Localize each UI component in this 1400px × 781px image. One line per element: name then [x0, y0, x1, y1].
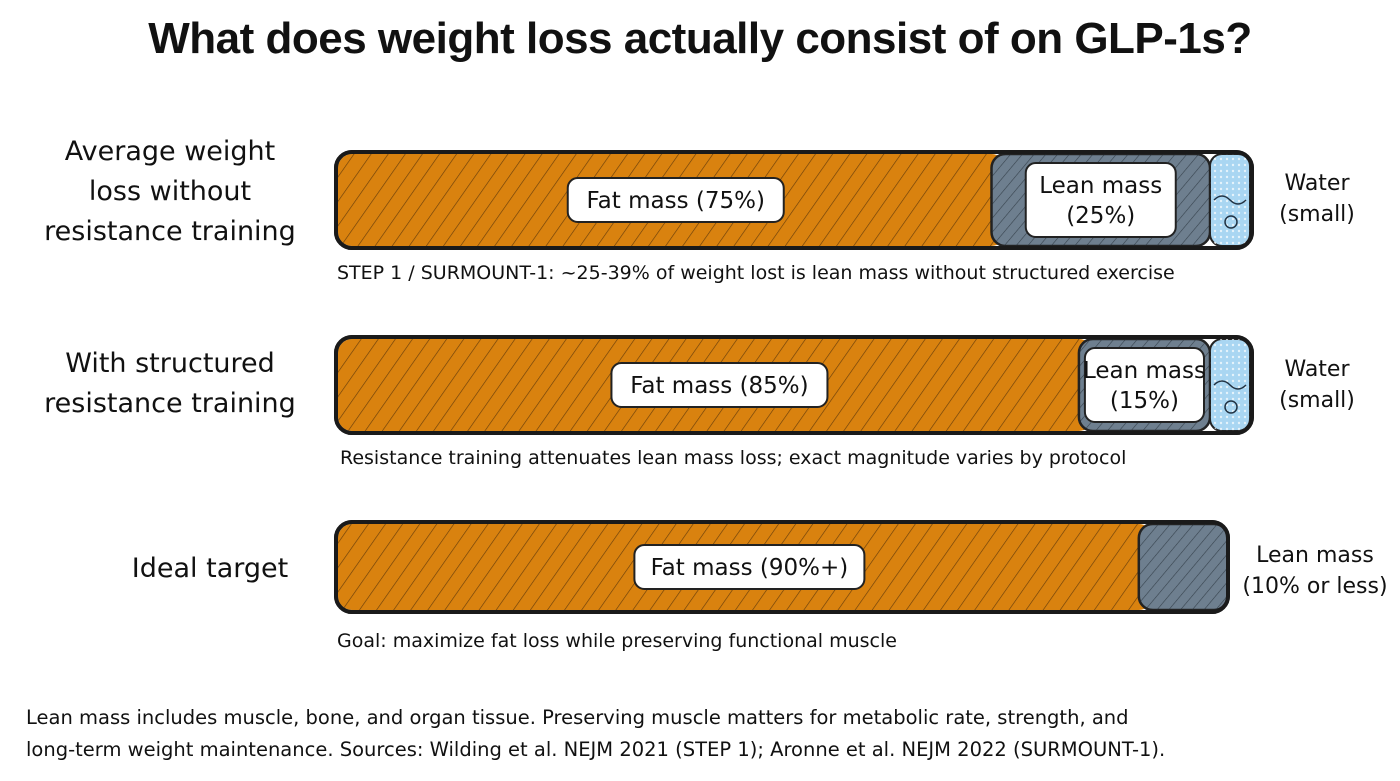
lean-mass-label-box	[1024, 162, 1177, 238]
side-label-3: Lean mass (10% or less)	[1232, 540, 1398, 602]
row-label-line: loss without	[88, 176, 252, 207]
side-label-2: Water (small)	[1262, 354, 1372, 416]
bar-border	[334, 520, 1230, 614]
fat-mass-label-box	[566, 177, 785, 223]
bar-border	[334, 335, 1254, 435]
lean-mass-label: Lean mass (15%)	[1083, 347, 1206, 423]
lean-mass-label-text: (15%)	[1110, 388, 1179, 414]
row-label-line: Average weight	[64, 136, 276, 167]
fat-mass-label: Fat mass (85%)	[610, 362, 829, 408]
lean-mass-label-box	[1083, 347, 1206, 423]
side-label-line: Water	[1284, 357, 1350, 382]
bar-border	[334, 150, 1254, 250]
fat-mass-label-box	[633, 544, 866, 590]
footer-note: Lean mass includes muscle, bone, and org…	[26, 702, 1396, 766]
row-label-line: resistance training	[44, 388, 296, 419]
water-wave-icon	[1213, 195, 1247, 205]
row-label-line: resistance training	[44, 216, 296, 247]
side-label-line: (small)	[1279, 202, 1355, 227]
chart-title: What does weight loss actually consist o…	[148, 14, 1252, 63]
fat-mass-label: Fat mass (90%+)	[633, 544, 866, 590]
fat-mass-label-text: Fat mass (90%+)	[651, 555, 849, 581]
note-2: Resistance training attenuates lean mass…	[340, 447, 1127, 469]
note-3: Goal: maximize fat loss while preserving…	[337, 630, 897, 652]
fat-mass-label-text: Fat mass (75%)	[587, 188, 765, 214]
footer-line: Lean mass includes muscle, bone, and org…	[26, 706, 1129, 729]
side-label-line: (10% or less)	[1242, 574, 1388, 599]
footer-line: long-term weight maintenance. Sources: W…	[26, 738, 1166, 761]
lean-mass-label-text: Lean mass	[1083, 358, 1206, 384]
row-label-line: With structured	[65, 348, 275, 379]
row-label-1: Average weight loss without resistance t…	[10, 132, 330, 252]
water-bubble-icon	[1224, 400, 1238, 414]
side-label-line: Lean mass	[1256, 543, 1374, 568]
lean-mass-label: Lean mass (25%)	[1024, 162, 1177, 238]
side-label-line: Water	[1284, 171, 1350, 196]
water-bubble-icon	[1224, 215, 1238, 229]
fat-mass-label-text: Fat mass (85%)	[630, 373, 808, 399]
row-label-line: Ideal target	[131, 553, 289, 584]
lean-mass-label-text: (25%)	[1066, 203, 1135, 229]
bar-lean-hatch	[1138, 524, 1228, 610]
lean-mass-label-text: Lean mass	[1039, 173, 1162, 199]
side-label-1: Water (small)	[1262, 168, 1372, 230]
fat-mass-label: Fat mass (75%)	[566, 177, 785, 223]
row-label-3: Ideal target	[50, 549, 370, 589]
fat-mass-label-box	[610, 362, 829, 408]
note-1: STEP 1 / SURMOUNT-1: ~25-39% of weight l…	[337, 262, 1175, 284]
row-label-2: With structured resistance training	[10, 344, 330, 424]
side-label-line: (small)	[1279, 388, 1355, 413]
water-wave-icon	[1213, 380, 1247, 390]
